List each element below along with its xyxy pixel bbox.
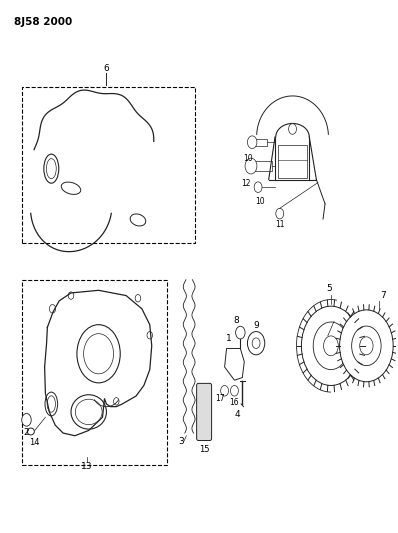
Ellipse shape	[71, 395, 106, 429]
Text: 15: 15	[199, 445, 209, 454]
Text: 8J58 2000: 8J58 2000	[14, 17, 72, 27]
Circle shape	[22, 414, 31, 426]
Circle shape	[254, 182, 262, 192]
Ellipse shape	[75, 399, 102, 425]
Circle shape	[236, 326, 245, 339]
Circle shape	[245, 158, 257, 174]
Text: 14: 14	[29, 438, 40, 447]
Circle shape	[230, 385, 238, 396]
Ellipse shape	[27, 428, 34, 435]
Circle shape	[113, 398, 119, 405]
Ellipse shape	[44, 154, 59, 183]
Ellipse shape	[47, 396, 55, 412]
Text: 3: 3	[178, 437, 184, 446]
Text: 8: 8	[234, 316, 239, 325]
Text: 2: 2	[24, 428, 29, 437]
FancyBboxPatch shape	[254, 161, 272, 171]
Circle shape	[252, 338, 260, 349]
FancyBboxPatch shape	[252, 139, 267, 146]
Circle shape	[135, 295, 141, 302]
Ellipse shape	[61, 182, 81, 195]
FancyBboxPatch shape	[197, 383, 212, 440]
Text: 9: 9	[253, 321, 259, 330]
Bar	[22, 280, 168, 465]
Circle shape	[68, 292, 74, 300]
Polygon shape	[224, 349, 244, 380]
Ellipse shape	[47, 159, 56, 179]
Circle shape	[147, 332, 152, 339]
Circle shape	[84, 334, 113, 374]
Circle shape	[360, 337, 373, 355]
Circle shape	[49, 304, 56, 313]
Circle shape	[248, 136, 257, 149]
Text: 5: 5	[326, 284, 332, 293]
Circle shape	[324, 336, 338, 356]
Text: 17: 17	[215, 394, 225, 403]
Text: 13: 13	[81, 462, 92, 471]
Text: 6: 6	[103, 64, 109, 74]
Text: 4: 4	[235, 410, 240, 419]
Circle shape	[301, 306, 361, 385]
Ellipse shape	[130, 214, 146, 226]
Text: 10: 10	[255, 197, 265, 206]
Text: 12: 12	[242, 179, 251, 188]
Circle shape	[248, 332, 265, 355]
Circle shape	[289, 124, 297, 134]
Circle shape	[339, 310, 393, 382]
Text: 10: 10	[244, 154, 253, 163]
Circle shape	[313, 322, 349, 369]
Bar	[278, 145, 307, 179]
Bar	[22, 87, 195, 243]
Circle shape	[276, 208, 284, 219]
Ellipse shape	[45, 392, 58, 416]
Circle shape	[352, 326, 381, 366]
Text: 16: 16	[230, 398, 239, 407]
Text: 11: 11	[275, 220, 285, 229]
Text: 1: 1	[226, 334, 231, 343]
Text: 7: 7	[380, 292, 386, 300]
Circle shape	[220, 385, 228, 396]
Circle shape	[77, 325, 120, 383]
